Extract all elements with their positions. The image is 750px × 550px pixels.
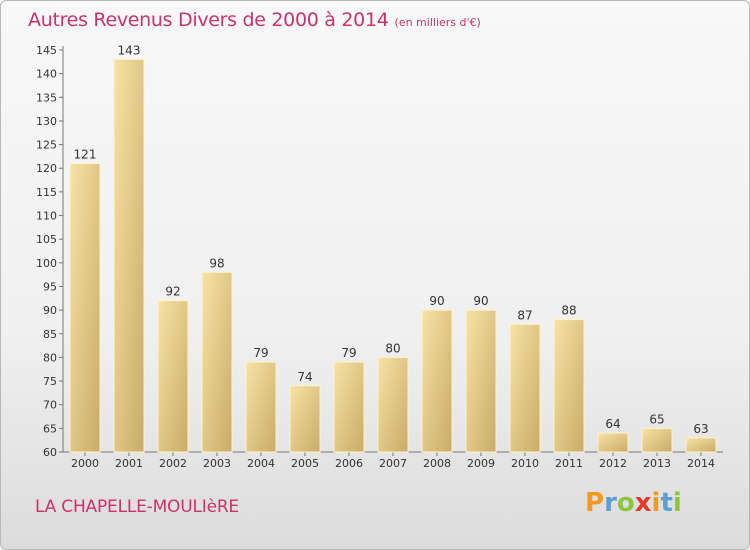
y-tick-label: 85 [43,328,57,341]
proxiti-logo[interactable]: Proxiti [585,488,682,518]
x-tick-label: 2000 [71,457,99,470]
bar [597,432,629,453]
bar-value-label: 80 [385,341,400,355]
logo-letter: t [660,488,673,518]
x-tick-label: 2013 [643,457,671,470]
bar [157,300,189,453]
bar-value-label: 64 [605,417,620,431]
x-tick-label: 2012 [599,457,627,470]
bar-value-label: 121 [74,148,97,162]
title-block: Autres Revenus Divers de 2000 à 2014 (en … [28,9,481,31]
y-tick-label: 110 [36,210,57,223]
bar-value-label: 90 [473,294,488,308]
y-tick-label: 60 [43,446,57,459]
y-tick-label: 105 [36,233,57,246]
bar [333,361,365,453]
y-tick-label: 130 [36,115,57,128]
bar-value-label: 65 [649,412,664,426]
bar [465,309,497,453]
x-tick-label: 2009 [467,457,495,470]
bar-value-label: 63 [693,422,708,436]
bar [289,385,321,453]
y-tick-label: 95 [43,280,57,293]
x-tick-label: 2014 [687,457,715,470]
y-tick-label: 125 [36,139,57,152]
x-tick-label: 2001 [115,457,143,470]
y-tick-label: 145 [36,44,57,57]
bar [421,309,453,453]
x-tick-label: 2004 [247,457,275,470]
bar-value-label: 92 [165,285,180,299]
bar-value-label: 88 [561,304,576,318]
data-labels: 121 143 92 98 79 74 79 80 90 90 87 88 64 65 63 [74,43,709,435]
logo-letter: o [616,488,635,518]
commune-name: LA CHAPELLE-MOULIèRE [35,497,239,517]
y-tick-label: 75 [43,375,57,388]
bar [641,427,673,453]
logo-letter: i [651,488,661,518]
bar [377,356,409,453]
bar [553,319,585,453]
x-tick-label: 2008 [423,457,451,470]
y-tick-label: 115 [36,186,57,199]
y-tick-label: 100 [36,257,57,270]
chart-title: Autres Revenus Divers de 2000 à 2014 [28,9,389,31]
bar-value-label: 87 [517,308,532,322]
y-tick-label: 80 [43,351,57,364]
logo-letter: r [604,488,617,518]
chart-subtitle: (en milliers d'€) [394,16,481,29]
bar [245,361,277,453]
bar-value-label: 143 [118,43,141,57]
bar [113,58,145,453]
bar [69,163,101,453]
bar-value-label: 74 [297,370,312,384]
bar-value-label: 79 [341,346,356,360]
logo-letter: P [585,488,605,518]
x-tick-label: 2002 [159,457,187,470]
bar [201,271,233,453]
bar-value-label: 98 [209,256,224,270]
y-tick-label: 70 [43,399,57,412]
logo-letter: x [634,488,652,518]
x-tick-label: 2003 [203,457,231,470]
bars [69,58,717,453]
y-tick-label: 140 [36,68,57,81]
x-tick-label: 2007 [379,457,407,470]
bar [509,323,541,453]
logo-letter: i [672,488,682,518]
bar-value-label: 90 [429,294,444,308]
x-tick-label: 2005 [291,457,319,470]
bar-value-label: 79 [253,346,268,360]
bar [685,437,717,453]
y-tick-label: 65 [43,422,57,435]
y-tick-label: 135 [36,91,57,104]
x-tick-label: 2011 [555,457,583,470]
x-tick-label: 2010 [511,457,539,470]
y-tick-label: 120 [36,162,57,175]
x-tick-label: 2006 [335,457,363,470]
y-tick-label: 90 [43,304,57,317]
